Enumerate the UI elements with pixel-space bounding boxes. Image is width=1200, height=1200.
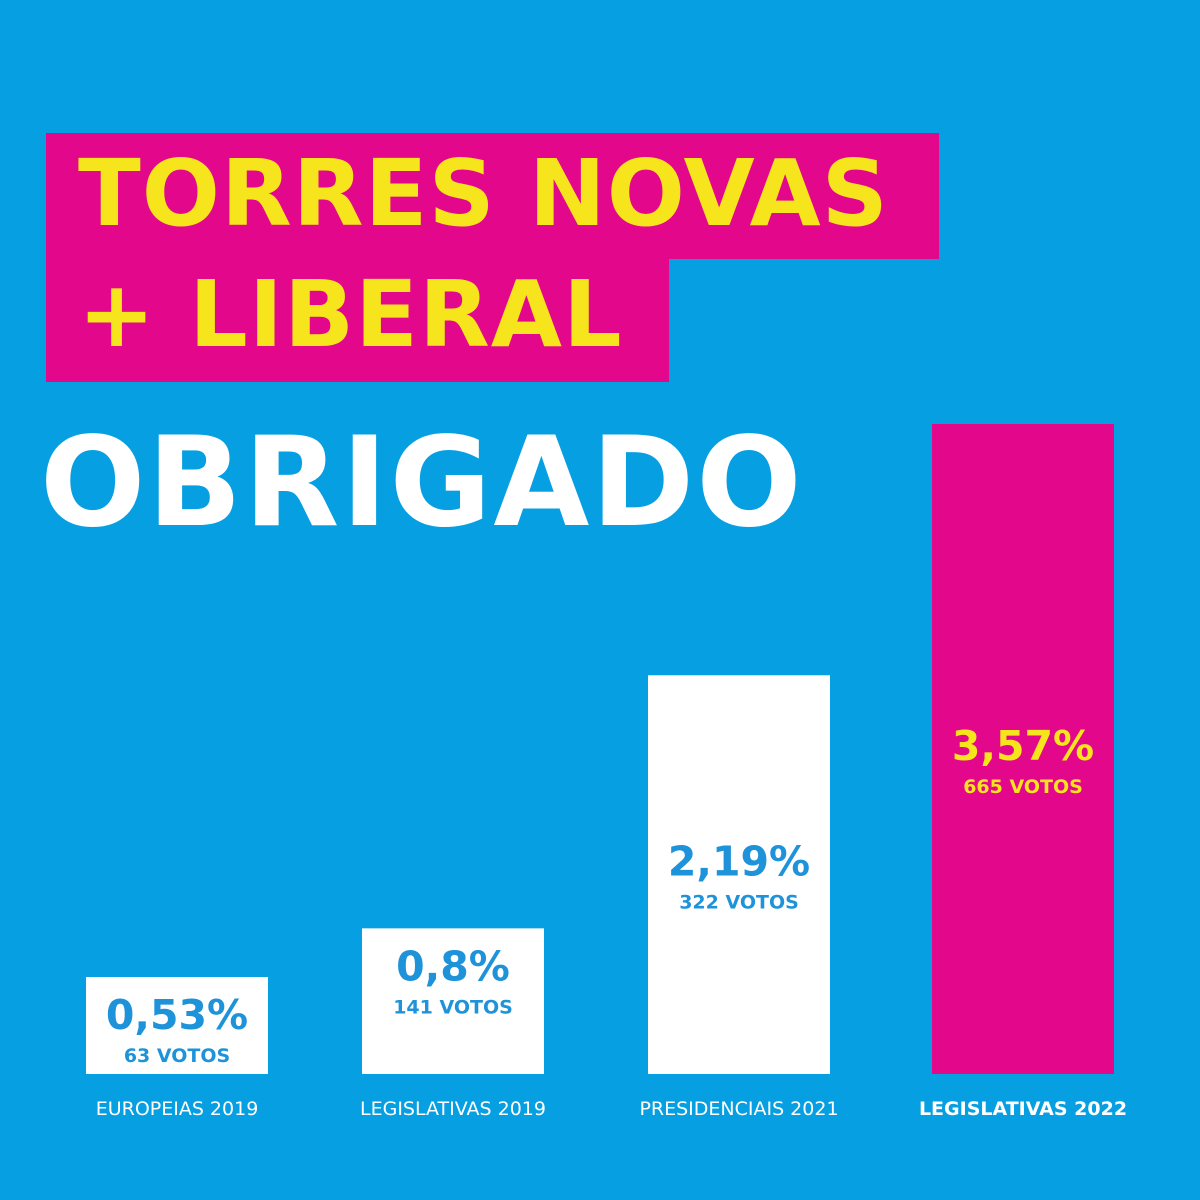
votes-label-3: 322 VOTOS xyxy=(679,891,799,913)
bar-3 xyxy=(648,675,830,1074)
bar-2 xyxy=(362,928,544,1074)
value-label-4: 3,57% xyxy=(952,722,1094,770)
title-block: TORRES NOVAS + LIBERAL OBRIGADO xyxy=(0,0,1200,555)
value-label-1: 0,53% xyxy=(106,991,248,1039)
category-label-2: LEGISLATIVAS 2019 xyxy=(360,1098,546,1120)
bar-1 xyxy=(86,977,268,1074)
value-label-3: 2,19% xyxy=(668,837,810,885)
category-label-3: PRESIDENCIAIS 2021 xyxy=(639,1098,838,1120)
votes-label-2: 141 VOTOS xyxy=(393,996,513,1018)
title-line-1: TORRES NOVAS xyxy=(46,133,939,259)
value-label-2: 0,8% xyxy=(396,942,510,990)
title-line-2: + LIBERAL xyxy=(46,254,669,382)
category-label-1: EUROPEIAS 2019 xyxy=(96,1098,259,1120)
thanks-heading: OBRIGADO xyxy=(40,411,804,555)
bar-4 xyxy=(932,424,1114,1074)
votes-label-1: 63 VOTOS xyxy=(124,1045,230,1067)
category-label-4: LEGISLATIVAS 2022 xyxy=(919,1098,1127,1120)
votes-label-4: 665 VOTOS xyxy=(963,776,1083,798)
